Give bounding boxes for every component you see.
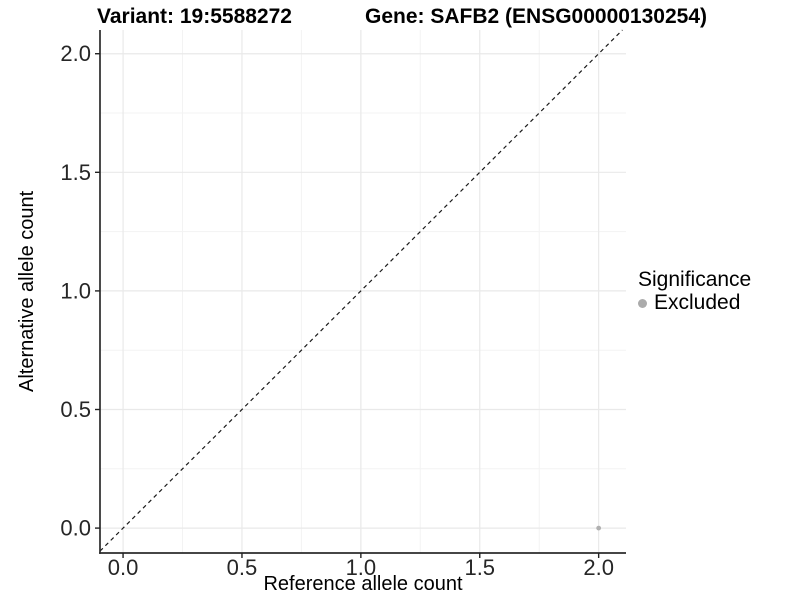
identity-dashed-line	[99, 29, 623, 552]
x-tick-label: 1.5	[464, 555, 495, 580]
x-axis-title: Reference allele count	[263, 573, 463, 595]
x-tick-label: 2.0	[583, 555, 614, 580]
x-tick-label: 0.5	[227, 555, 258, 580]
y-tick-label: 0.0	[60, 516, 91, 541]
excluded-point-icon	[638, 298, 647, 308]
x-tick-label: 1.0	[346, 555, 377, 580]
plot-title-gene: Gene: SAFB2 (ENSG00000130254)	[365, 5, 707, 28]
legend-item-excluded: Excluded	[638, 292, 751, 314]
legend-title: Significance	[638, 268, 752, 291]
y-tick-label: 1.0	[60, 278, 91, 303]
y-tick-label: 0.5	[60, 397, 91, 422]
legend-item-label: Excluded	[654, 291, 741, 314]
x-tick-label: 0.0	[108, 555, 139, 580]
data-point	[596, 525, 602, 531]
plot-title-variant: Variant: 19:5588272	[97, 5, 292, 28]
legend: Significance Excluded	[638, 269, 751, 314]
y-tick-label: 1.5	[60, 160, 91, 185]
y-tick-label: 2.0	[60, 41, 91, 66]
